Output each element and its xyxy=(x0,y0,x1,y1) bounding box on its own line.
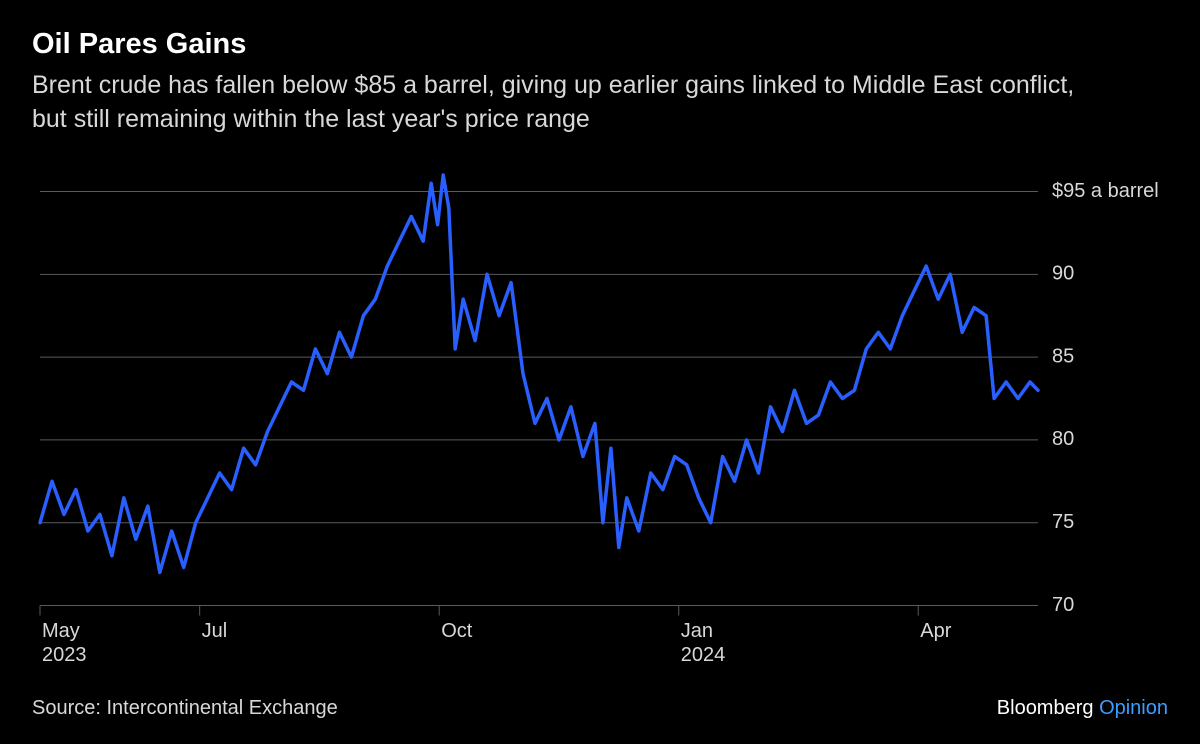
y-axis-label: $95 a barrel xyxy=(1052,179,1159,201)
y-axis-label: 70 xyxy=(1052,593,1074,615)
line-chart-svg: $95 a barrel 90 85 80 75 70 May2023 Jul Oct Jan20… xyxy=(32,165,1168,678)
brand-main: Bloomberg xyxy=(997,697,1094,719)
x-axis-label: 2023 xyxy=(42,644,87,666)
y-axis-label: 85 xyxy=(1052,345,1074,367)
brand-accent: Opinion xyxy=(1099,697,1168,719)
y-axis-label: 80 xyxy=(1052,428,1074,450)
x-axis-label: May xyxy=(42,620,80,642)
y-axis-label: 75 xyxy=(1052,510,1074,532)
x-axis-label: 2024 xyxy=(681,644,726,666)
x-axis-label: Jul xyxy=(202,620,228,642)
y-axis-label: 90 xyxy=(1052,262,1074,284)
chart-subtitle: Brent crude has fallen below $85 a barre… xyxy=(32,69,1112,137)
chart-title: Oil Pares Gains xyxy=(32,28,1168,61)
x-axis-label: Oct xyxy=(441,620,473,642)
x-axis-label: Apr xyxy=(920,620,951,642)
chart-plot-area: $95 a barrel 90 85 80 75 70 May2023 Jul Oct Jan20… xyxy=(32,165,1168,678)
price-series-line xyxy=(40,175,1038,572)
x-axis-label: Jan xyxy=(681,620,713,642)
chart-footer: Source: Intercontinental Exchange Bloomb… xyxy=(32,697,1168,720)
chart-container: Oil Pares Gains Brent crude has fallen b… xyxy=(0,0,1200,744)
brand-label: Bloomberg Opinion xyxy=(997,697,1168,720)
source-text: Source: Intercontinental Exchange xyxy=(32,697,338,720)
